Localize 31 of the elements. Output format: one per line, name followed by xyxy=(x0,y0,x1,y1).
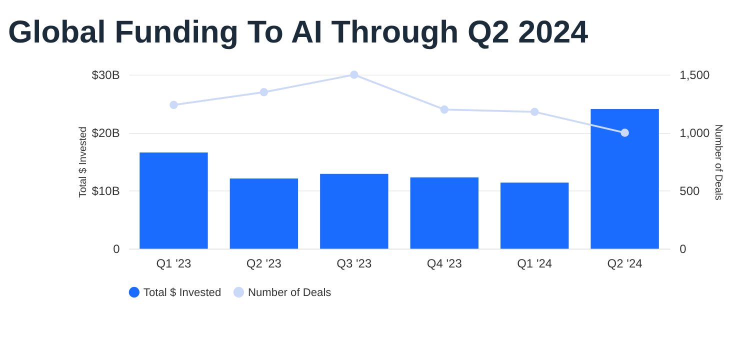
legend-label: Number of Deals xyxy=(248,286,332,299)
y2-tick-label: 500 xyxy=(680,184,700,198)
y-axis-title: Total $ Invested xyxy=(78,126,90,198)
y2-tick-label: 1,000 xyxy=(680,126,710,140)
bar xyxy=(500,182,569,249)
point xyxy=(170,100,178,110)
point xyxy=(620,128,629,137)
y-tick-label: $20B xyxy=(92,126,120,140)
y2-axis-title: Number of Deals xyxy=(712,124,724,200)
bar xyxy=(230,178,298,249)
x-tick-label: Q1 '24 xyxy=(517,256,552,271)
bar xyxy=(410,177,478,249)
bar xyxy=(320,174,388,249)
x-tick-label: Q1 '23 xyxy=(156,256,192,271)
y2-tick-label: 0 xyxy=(680,242,687,256)
x-tick-label: Q2 '23 xyxy=(246,256,282,271)
point xyxy=(350,70,358,79)
point xyxy=(260,88,268,96)
bar xyxy=(590,108,659,249)
x-tick-label: Q3 '23 xyxy=(336,256,372,271)
legend-label: Total $ Invested xyxy=(143,286,222,299)
point xyxy=(530,108,539,116)
y-tick-label: 0 xyxy=(113,242,120,256)
x-tick-label: Q2 '24 xyxy=(607,256,643,271)
y2-tick-label: 1,500 xyxy=(680,68,710,82)
y-tick-label: $10B xyxy=(92,184,120,198)
y-tick-label: $30B xyxy=(92,68,120,82)
x-tick-label: Q4 '23 xyxy=(426,256,462,271)
point xyxy=(440,105,449,114)
chart-title: Global Funding To AI Through Q2 2024 xyxy=(8,14,589,50)
bar xyxy=(140,152,208,249)
